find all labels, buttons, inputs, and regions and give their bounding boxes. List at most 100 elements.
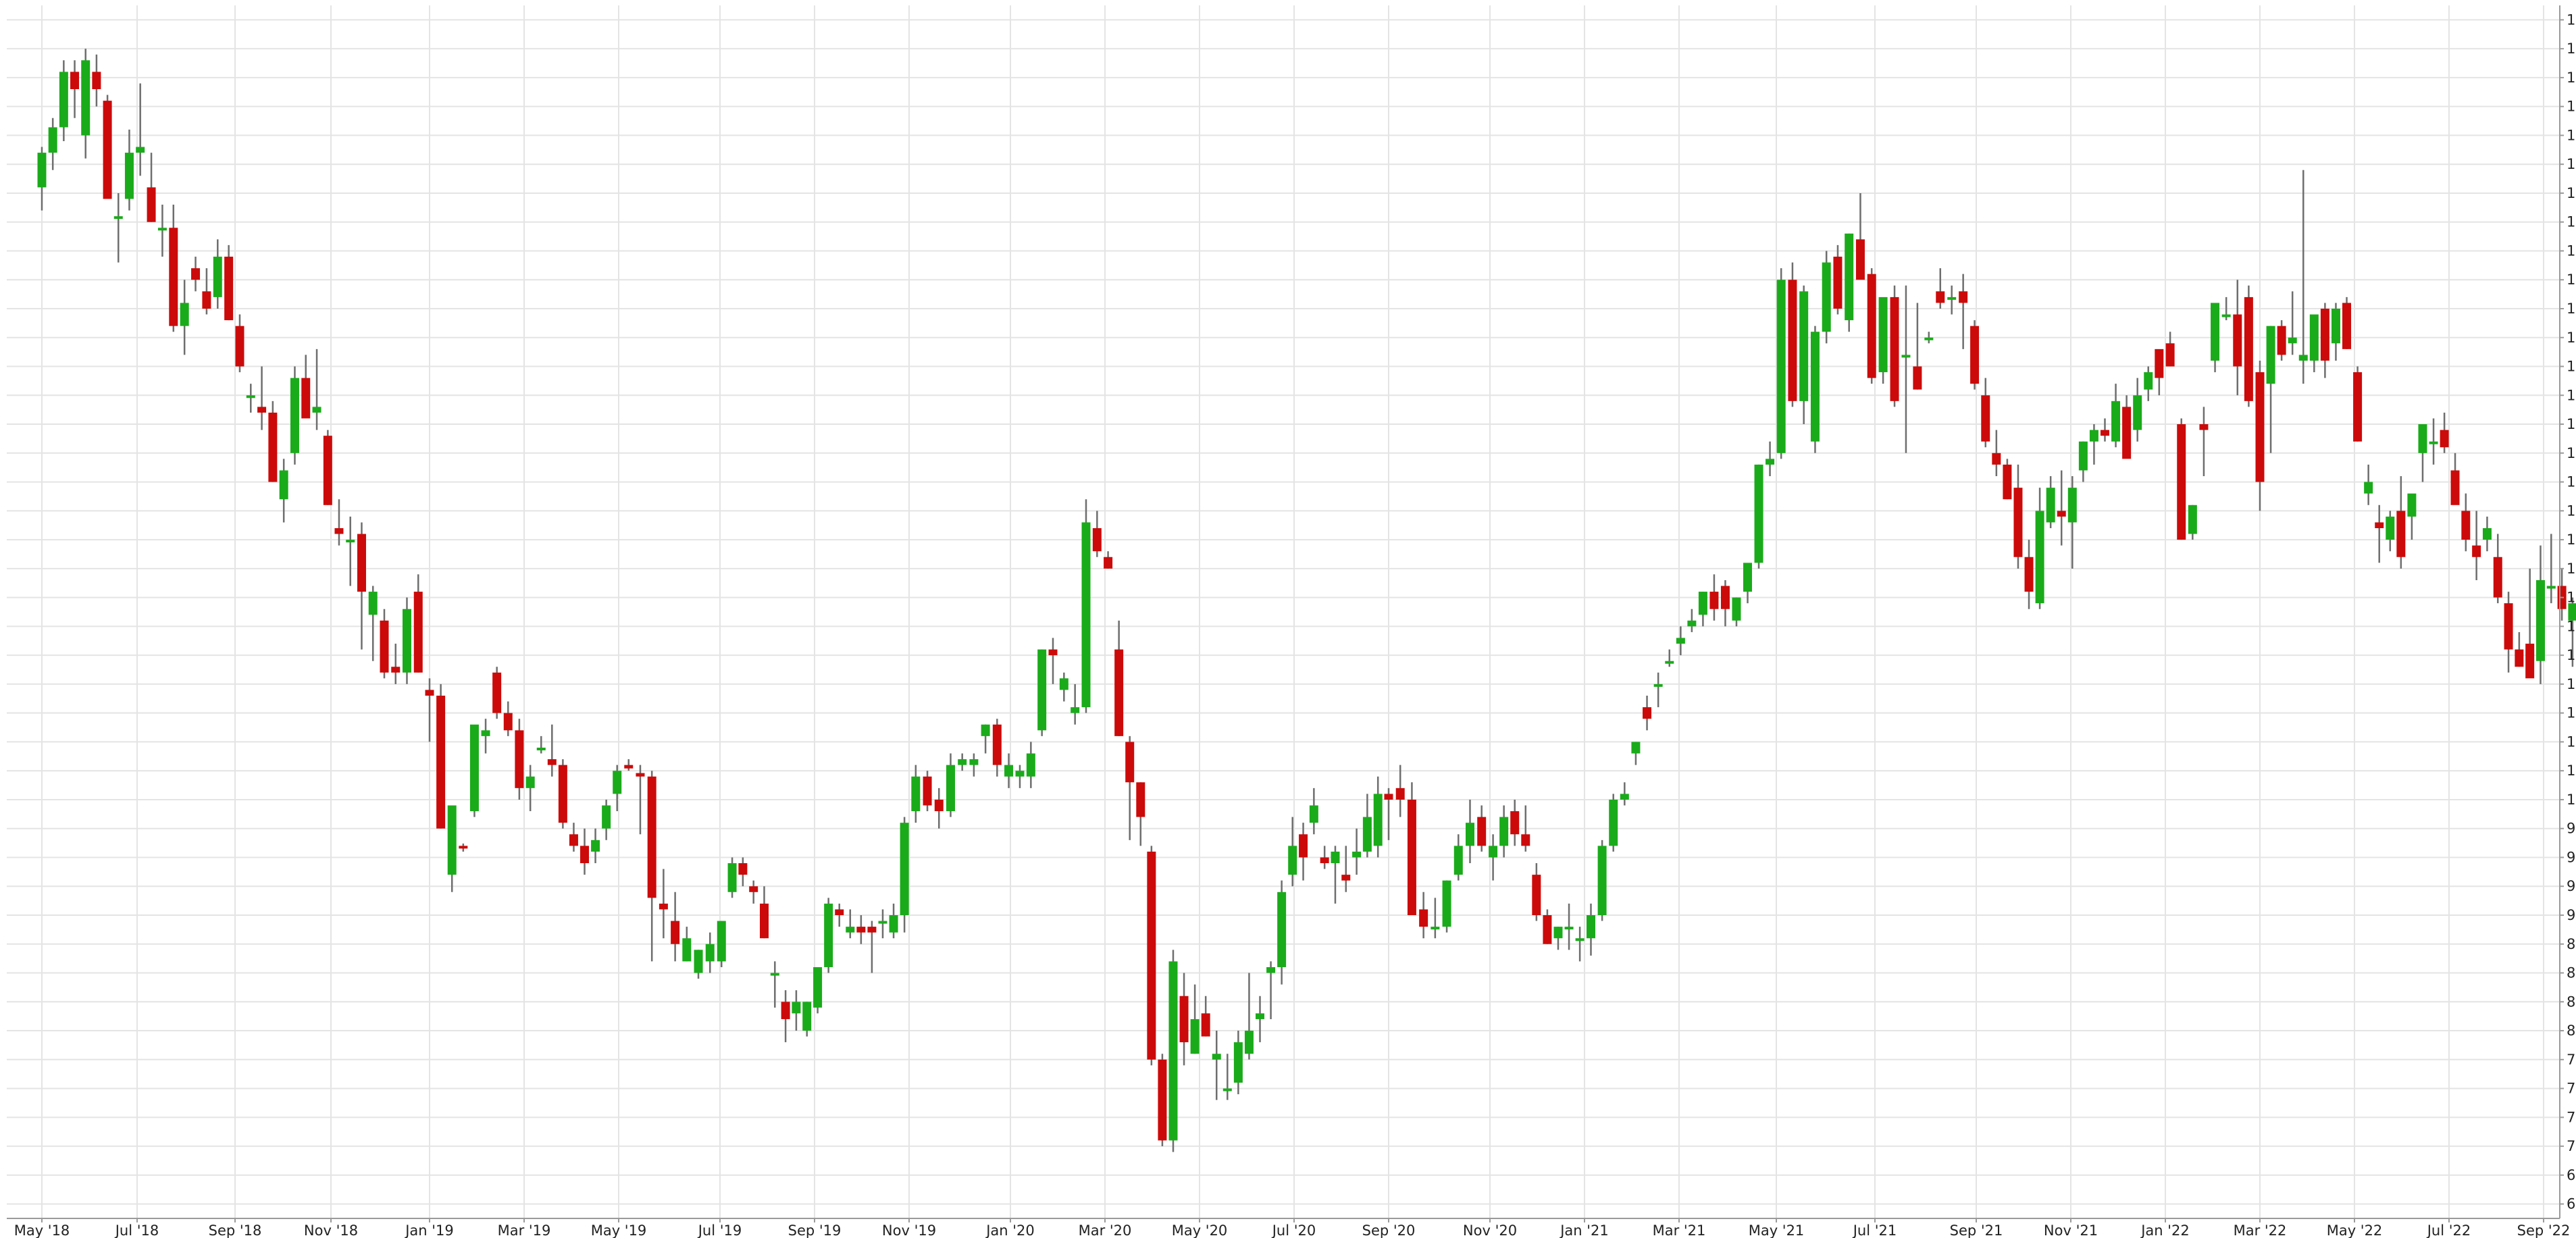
candle-up — [1698, 592, 1707, 627]
candle-up — [2535, 545, 2545, 684]
candle-up — [2046, 476, 2055, 528]
candle-body — [2165, 343, 2175, 367]
candle-up — [792, 990, 801, 1031]
candle-down — [1521, 805, 1530, 852]
candle-down — [1341, 846, 1351, 892]
candle-up — [37, 147, 47, 211]
candle-up — [1081, 499, 1091, 713]
candle-down — [580, 828, 590, 875]
candle-up — [1465, 799, 1474, 864]
candle-body — [391, 667, 401, 673]
candle-body — [1936, 291, 1945, 303]
candle-down — [738, 857, 748, 887]
candle-down — [1867, 268, 1876, 384]
candle-body — [1048, 649, 1058, 656]
candle-down — [2515, 631, 2524, 667]
candle-body — [671, 921, 680, 944]
candle-body — [867, 927, 877, 933]
candle-up — [1924, 332, 1934, 344]
x-tick-label: Jan '20 — [985, 1222, 1035, 1238]
candle-up — [402, 597, 411, 684]
y-tick-label: 1675.0 — [2567, 11, 2576, 28]
candle-down — [1114, 620, 1124, 736]
candle-down — [2003, 459, 2012, 500]
candle-body — [2309, 314, 2319, 361]
candle-down — [1855, 192, 1865, 280]
y-tick-label: 1625.0 — [2567, 70, 2576, 86]
x-tick-label: Nov '18 — [304, 1222, 358, 1238]
candle-down — [235, 314, 244, 373]
candle-body — [1754, 464, 1763, 563]
candle-up — [525, 765, 535, 812]
candle-body — [103, 101, 112, 199]
candle-body — [59, 72, 68, 128]
candle-body — [992, 724, 1002, 765]
candle-body — [946, 765, 955, 812]
candle-body — [1037, 649, 1047, 731]
candle-down — [2057, 470, 2066, 546]
candle-body — [2089, 430, 2098, 442]
candle-body — [717, 921, 726, 962]
candle-body — [1698, 592, 1707, 615]
candle-body — [312, 407, 321, 413]
candle-down — [257, 366, 267, 430]
candle-down — [334, 499, 344, 546]
candle-body — [1855, 239, 1865, 280]
candle-body — [1845, 233, 1854, 321]
candle-body — [2407, 493, 2417, 517]
candle-body — [2386, 516, 2395, 540]
y-tick-label: 1175.0 — [2567, 590, 2576, 606]
candle-up — [481, 719, 490, 754]
candle-body — [37, 153, 47, 188]
candle-up — [59, 60, 68, 141]
candle-body — [2461, 511, 2471, 540]
candle-down — [1981, 378, 1990, 448]
candle-up — [1277, 880, 1287, 985]
y-tick-label: 675.0 — [2567, 1167, 2576, 1183]
candle-body — [301, 378, 311, 419]
candle-down — [1320, 846, 1329, 869]
candle-down — [2255, 360, 2265, 511]
x-tick-label: Mar '22 — [2234, 1222, 2287, 1238]
candle-up — [1553, 927, 1563, 950]
candle-down — [357, 522, 366, 650]
candle-body — [469, 724, 479, 812]
candle-body — [447, 805, 457, 875]
candle-down — [2155, 349, 2164, 396]
candle-up — [1244, 973, 1254, 1060]
candle-up — [1732, 597, 1741, 627]
candle-body — [1970, 326, 1980, 384]
candle-body — [1201, 1013, 1210, 1037]
candle-body — [1788, 280, 1797, 401]
candle-body — [81, 60, 91, 136]
y-tick-label: 1350.0 — [2567, 387, 2576, 403]
candle-body — [624, 765, 634, 769]
y-tick-label: 700.0 — [2567, 1138, 2576, 1154]
candle-up — [2429, 418, 2438, 465]
candle-body — [1465, 823, 1474, 846]
candle-up — [2288, 291, 2297, 355]
candle-body — [492, 672, 502, 713]
candle-body — [934, 799, 944, 812]
candle-up — [591, 828, 600, 864]
candle-body — [1158, 1059, 1167, 1141]
candle-body — [580, 846, 590, 864]
candle-body — [2233, 314, 2242, 367]
candle-up — [946, 753, 955, 817]
candle-up — [705, 932, 715, 973]
candle-body — [813, 966, 823, 1008]
candle-body — [2440, 430, 2449, 448]
candle-down — [1959, 274, 1968, 349]
candle-body — [969, 759, 979, 765]
candle-down — [2244, 285, 2253, 407]
candle-body — [124, 153, 134, 199]
candle-up — [1766, 441, 1775, 477]
candle-body — [48, 127, 57, 153]
candle-down — [191, 257, 201, 292]
candle-up — [2298, 170, 2308, 384]
candle-down — [2472, 511, 2481, 580]
candle-body — [636, 773, 645, 777]
candle-body — [2493, 557, 2502, 598]
x-tick-label: Jan '21 — [1559, 1222, 1609, 1238]
candle-body — [1653, 684, 1663, 687]
